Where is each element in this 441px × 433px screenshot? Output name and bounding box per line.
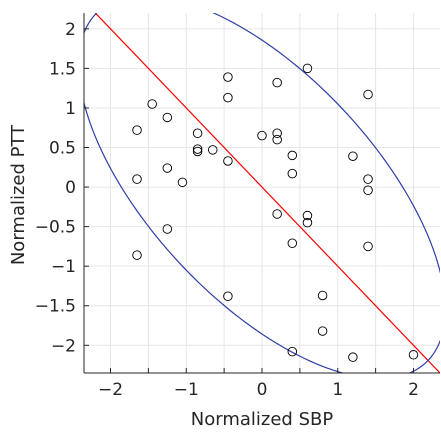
data-point xyxy=(223,156,233,166)
x-tick-label: 1 xyxy=(332,380,343,400)
data-point xyxy=(132,125,142,135)
data-point xyxy=(272,128,282,139)
data-point xyxy=(132,250,142,260)
y-tick-label: −1 xyxy=(51,257,76,277)
data-point xyxy=(363,185,373,195)
y-tick-label: 1.5 xyxy=(49,59,76,79)
y-tick-label: −0.5 xyxy=(35,218,76,238)
data-point xyxy=(287,168,298,179)
y-tick-label: 0 xyxy=(65,178,76,198)
x-tick-label: 0 xyxy=(257,380,268,400)
x-tick-label: −1 xyxy=(174,380,199,400)
data-point xyxy=(287,346,298,357)
data-point xyxy=(302,210,313,221)
data-point xyxy=(208,145,218,155)
y-tick-label: −1.5 xyxy=(35,297,76,317)
y-tick-label: 2 xyxy=(65,20,76,40)
data-point xyxy=(257,130,267,141)
reference-line xyxy=(94,13,440,373)
plot-area: −2 −1 0 1 2 −2 −1.5 −1 −0.5 0 0.5 1 1.5 2 xyxy=(35,13,440,400)
y-axis-label: Normalized PTT xyxy=(8,124,29,265)
data-point xyxy=(223,291,233,302)
data-point xyxy=(272,77,282,88)
data-point xyxy=(287,238,298,248)
data-point xyxy=(302,63,313,74)
confidence-ellipse xyxy=(84,13,440,373)
y-tick-label: −2 xyxy=(51,336,76,356)
data-point xyxy=(287,150,298,161)
data-point xyxy=(272,134,282,145)
data-point xyxy=(317,290,328,301)
data-point xyxy=(223,72,233,82)
x-axis-label: Normalized SBP xyxy=(191,409,334,430)
data-point xyxy=(162,112,173,123)
data-point xyxy=(348,151,358,161)
plot-content xyxy=(84,13,440,373)
data-point xyxy=(147,99,157,109)
data-point xyxy=(192,144,203,154)
data-point xyxy=(317,326,328,336)
data-point xyxy=(132,174,142,184)
data-point xyxy=(348,352,358,362)
data-point xyxy=(302,217,313,228)
y-tick-label: 1 xyxy=(65,99,76,119)
data-point xyxy=(162,163,173,173)
data-point xyxy=(223,92,233,103)
y-tick-label: 0.5 xyxy=(49,139,76,159)
x-tick-label: 2 xyxy=(408,380,419,400)
data-point xyxy=(192,128,203,139)
data-point xyxy=(363,174,373,184)
x-tick-label: −2 xyxy=(98,380,123,400)
data-point xyxy=(363,89,373,100)
data-point xyxy=(192,146,203,157)
data-point xyxy=(408,350,419,360)
data-point xyxy=(363,241,373,252)
data-point xyxy=(272,209,282,219)
data-point xyxy=(177,177,188,188)
data-point xyxy=(162,224,173,234)
